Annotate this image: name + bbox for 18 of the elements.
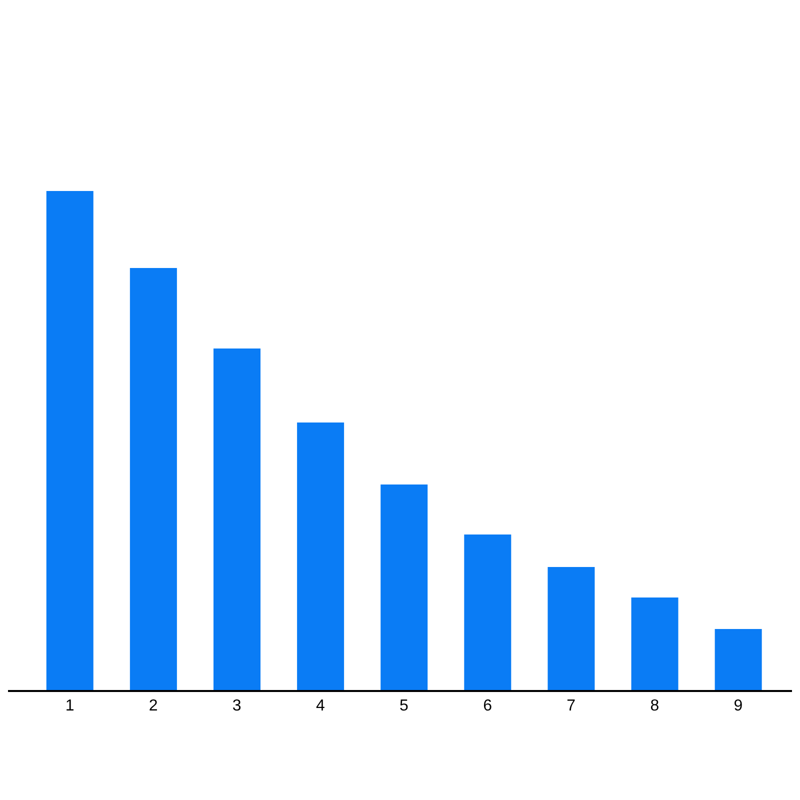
x-tick-label: 4 — [316, 697, 325, 714]
x-tick-label: 5 — [400, 697, 409, 714]
x-tick-label: 2 — [148, 697, 158, 714]
bar — [464, 534, 512, 691]
x-tick-label: 3 — [232, 697, 242, 714]
bar — [213, 348, 260, 691]
bar — [714, 629, 762, 691]
x-tick-label: 8 — [650, 697, 660, 714]
bar — [631, 598, 678, 691]
bar — [548, 567, 595, 691]
bar — [380, 484, 428, 691]
bar — [130, 268, 177, 691]
bar — [297, 422, 344, 691]
bar — [46, 191, 94, 691]
x-tick-label: 1 — [65, 697, 74, 714]
x-tick-label: 6 — [483, 697, 492, 714]
x-tick-label: 9 — [734, 697, 743, 714]
x-tick-label: 7 — [566, 697, 576, 714]
